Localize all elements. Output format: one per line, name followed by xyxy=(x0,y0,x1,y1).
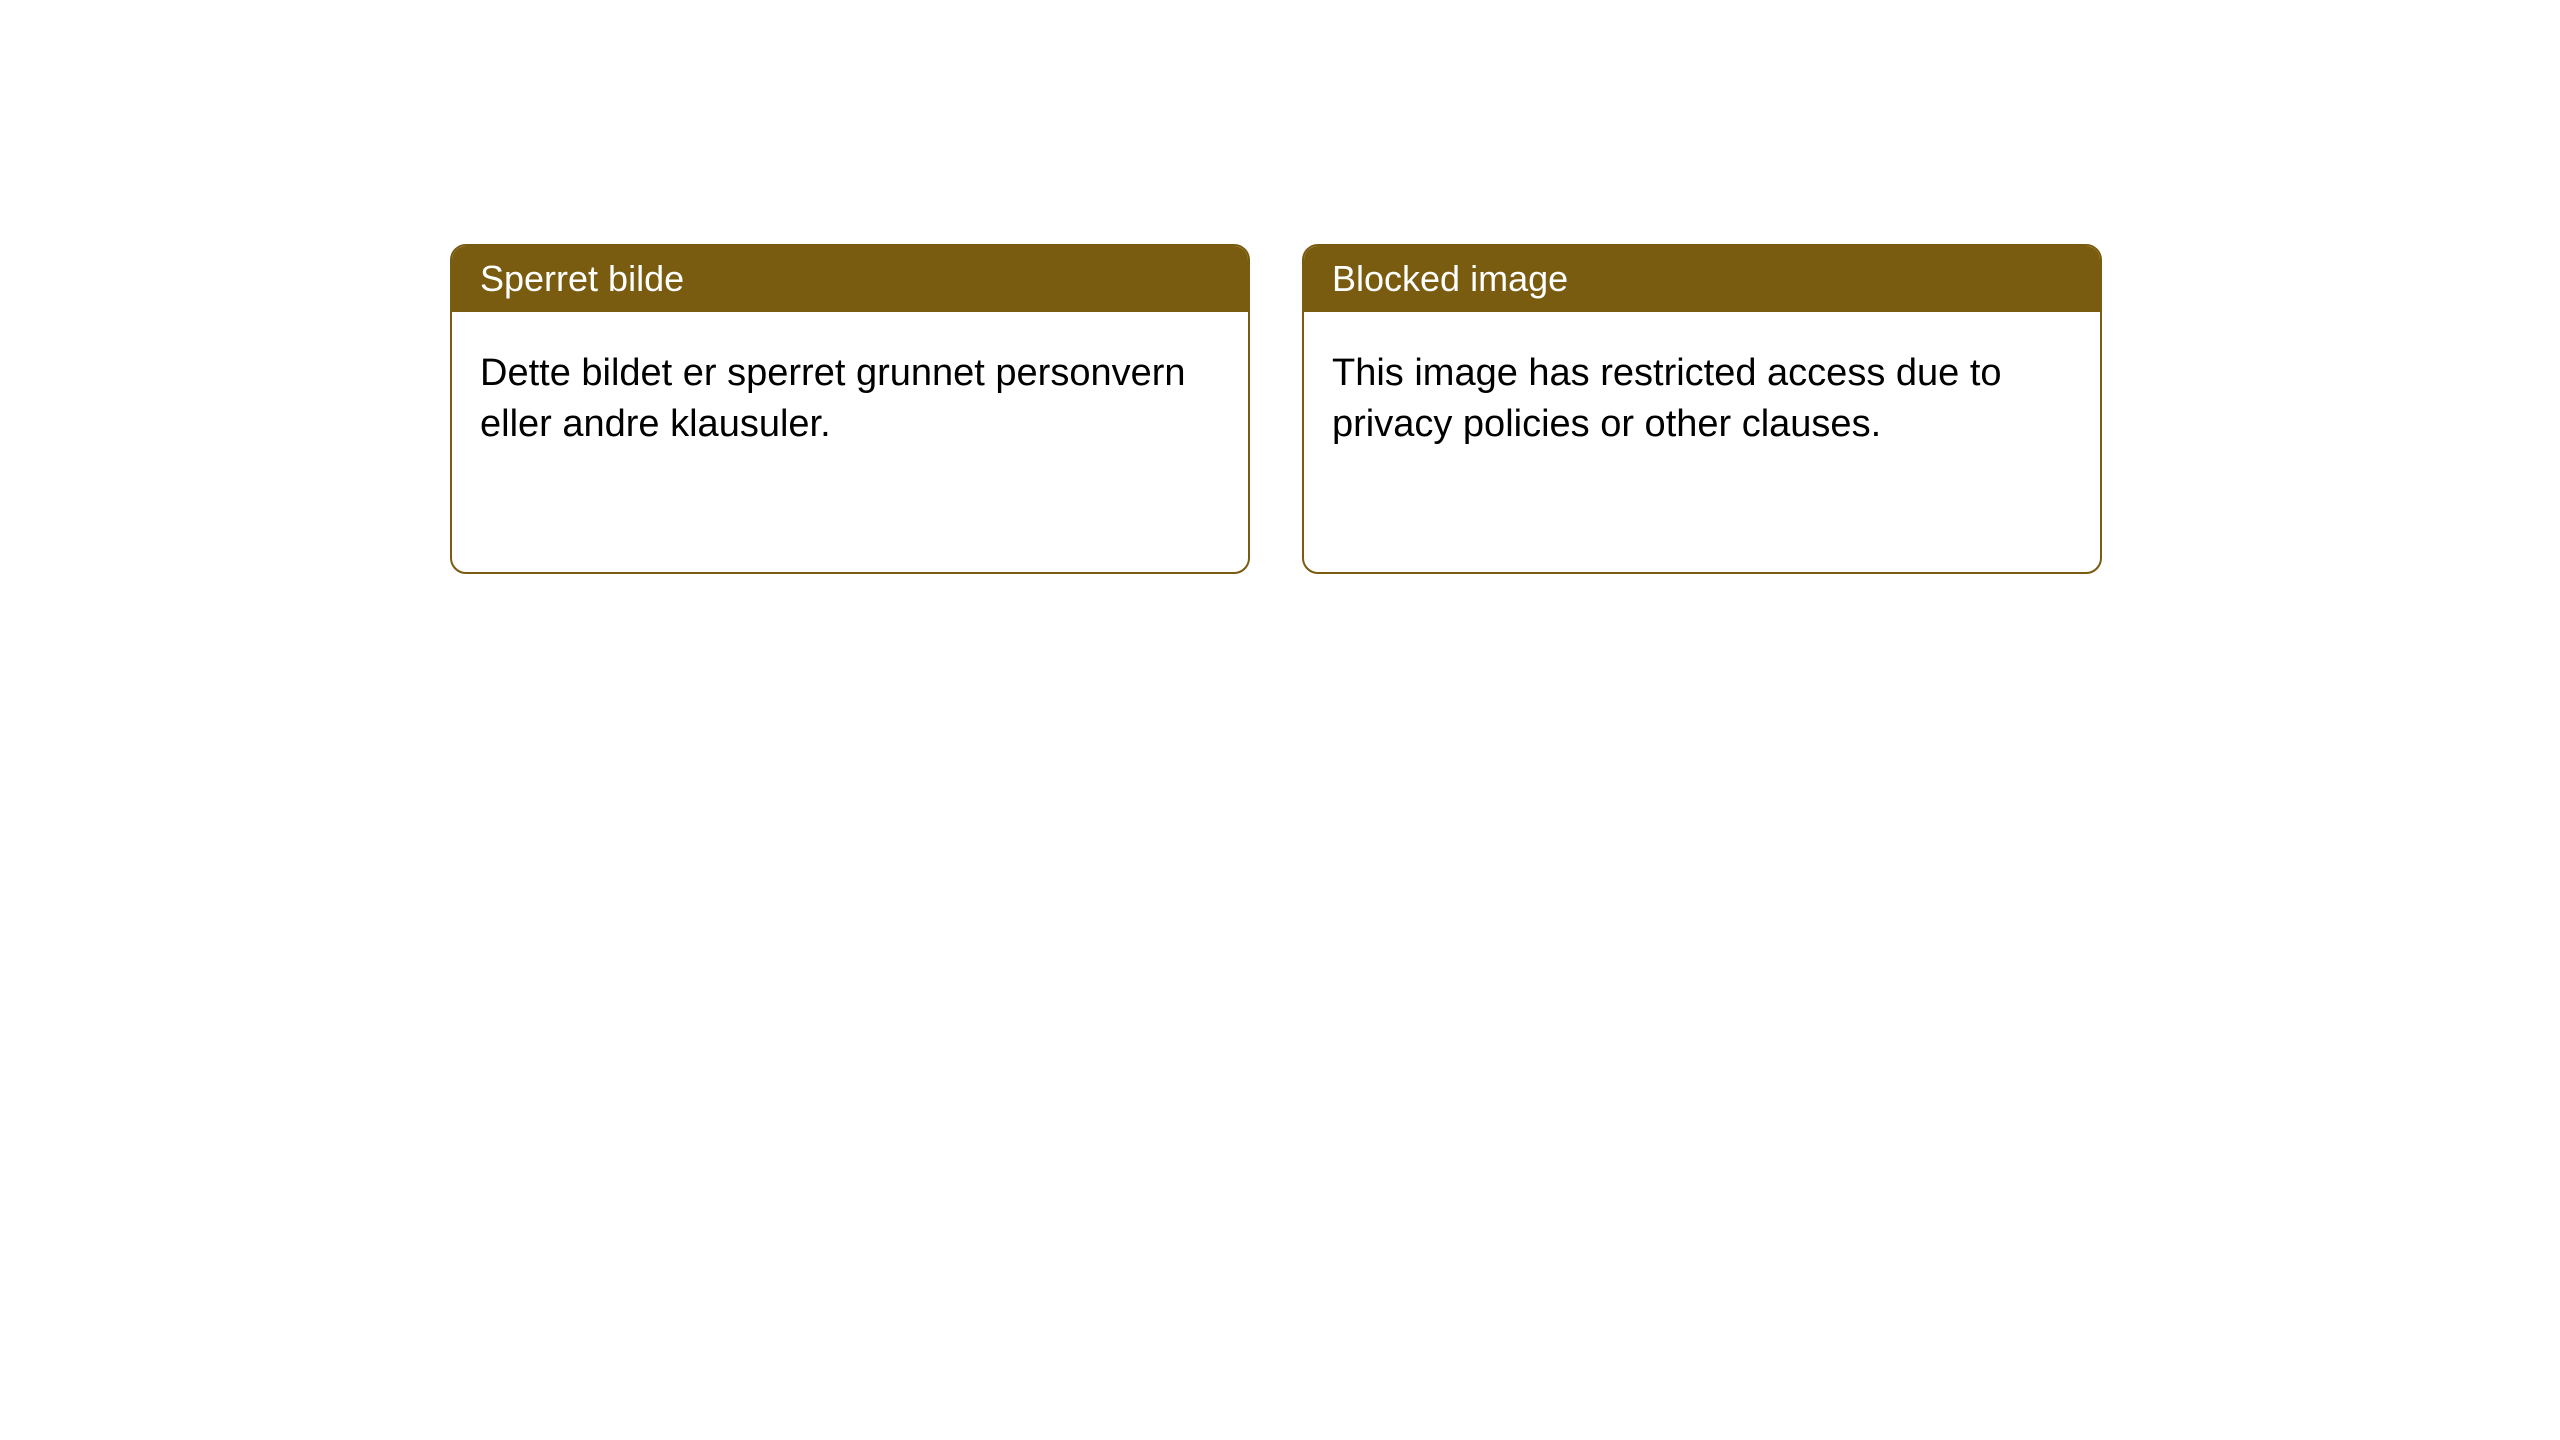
notice-header: Sperret bilde xyxy=(452,246,1248,312)
notice-card-norwegian: Sperret bilde Dette bildet er sperret gr… xyxy=(450,244,1250,574)
notice-card-english: Blocked image This image has restricted … xyxy=(1302,244,2102,574)
notice-header: Blocked image xyxy=(1304,246,2100,312)
notice-container: Sperret bilde Dette bildet er sperret gr… xyxy=(450,244,2102,574)
notice-body: Dette bildet er sperret grunnet personve… xyxy=(452,312,1248,572)
notice-body: This image has restricted access due to … xyxy=(1304,312,2100,572)
